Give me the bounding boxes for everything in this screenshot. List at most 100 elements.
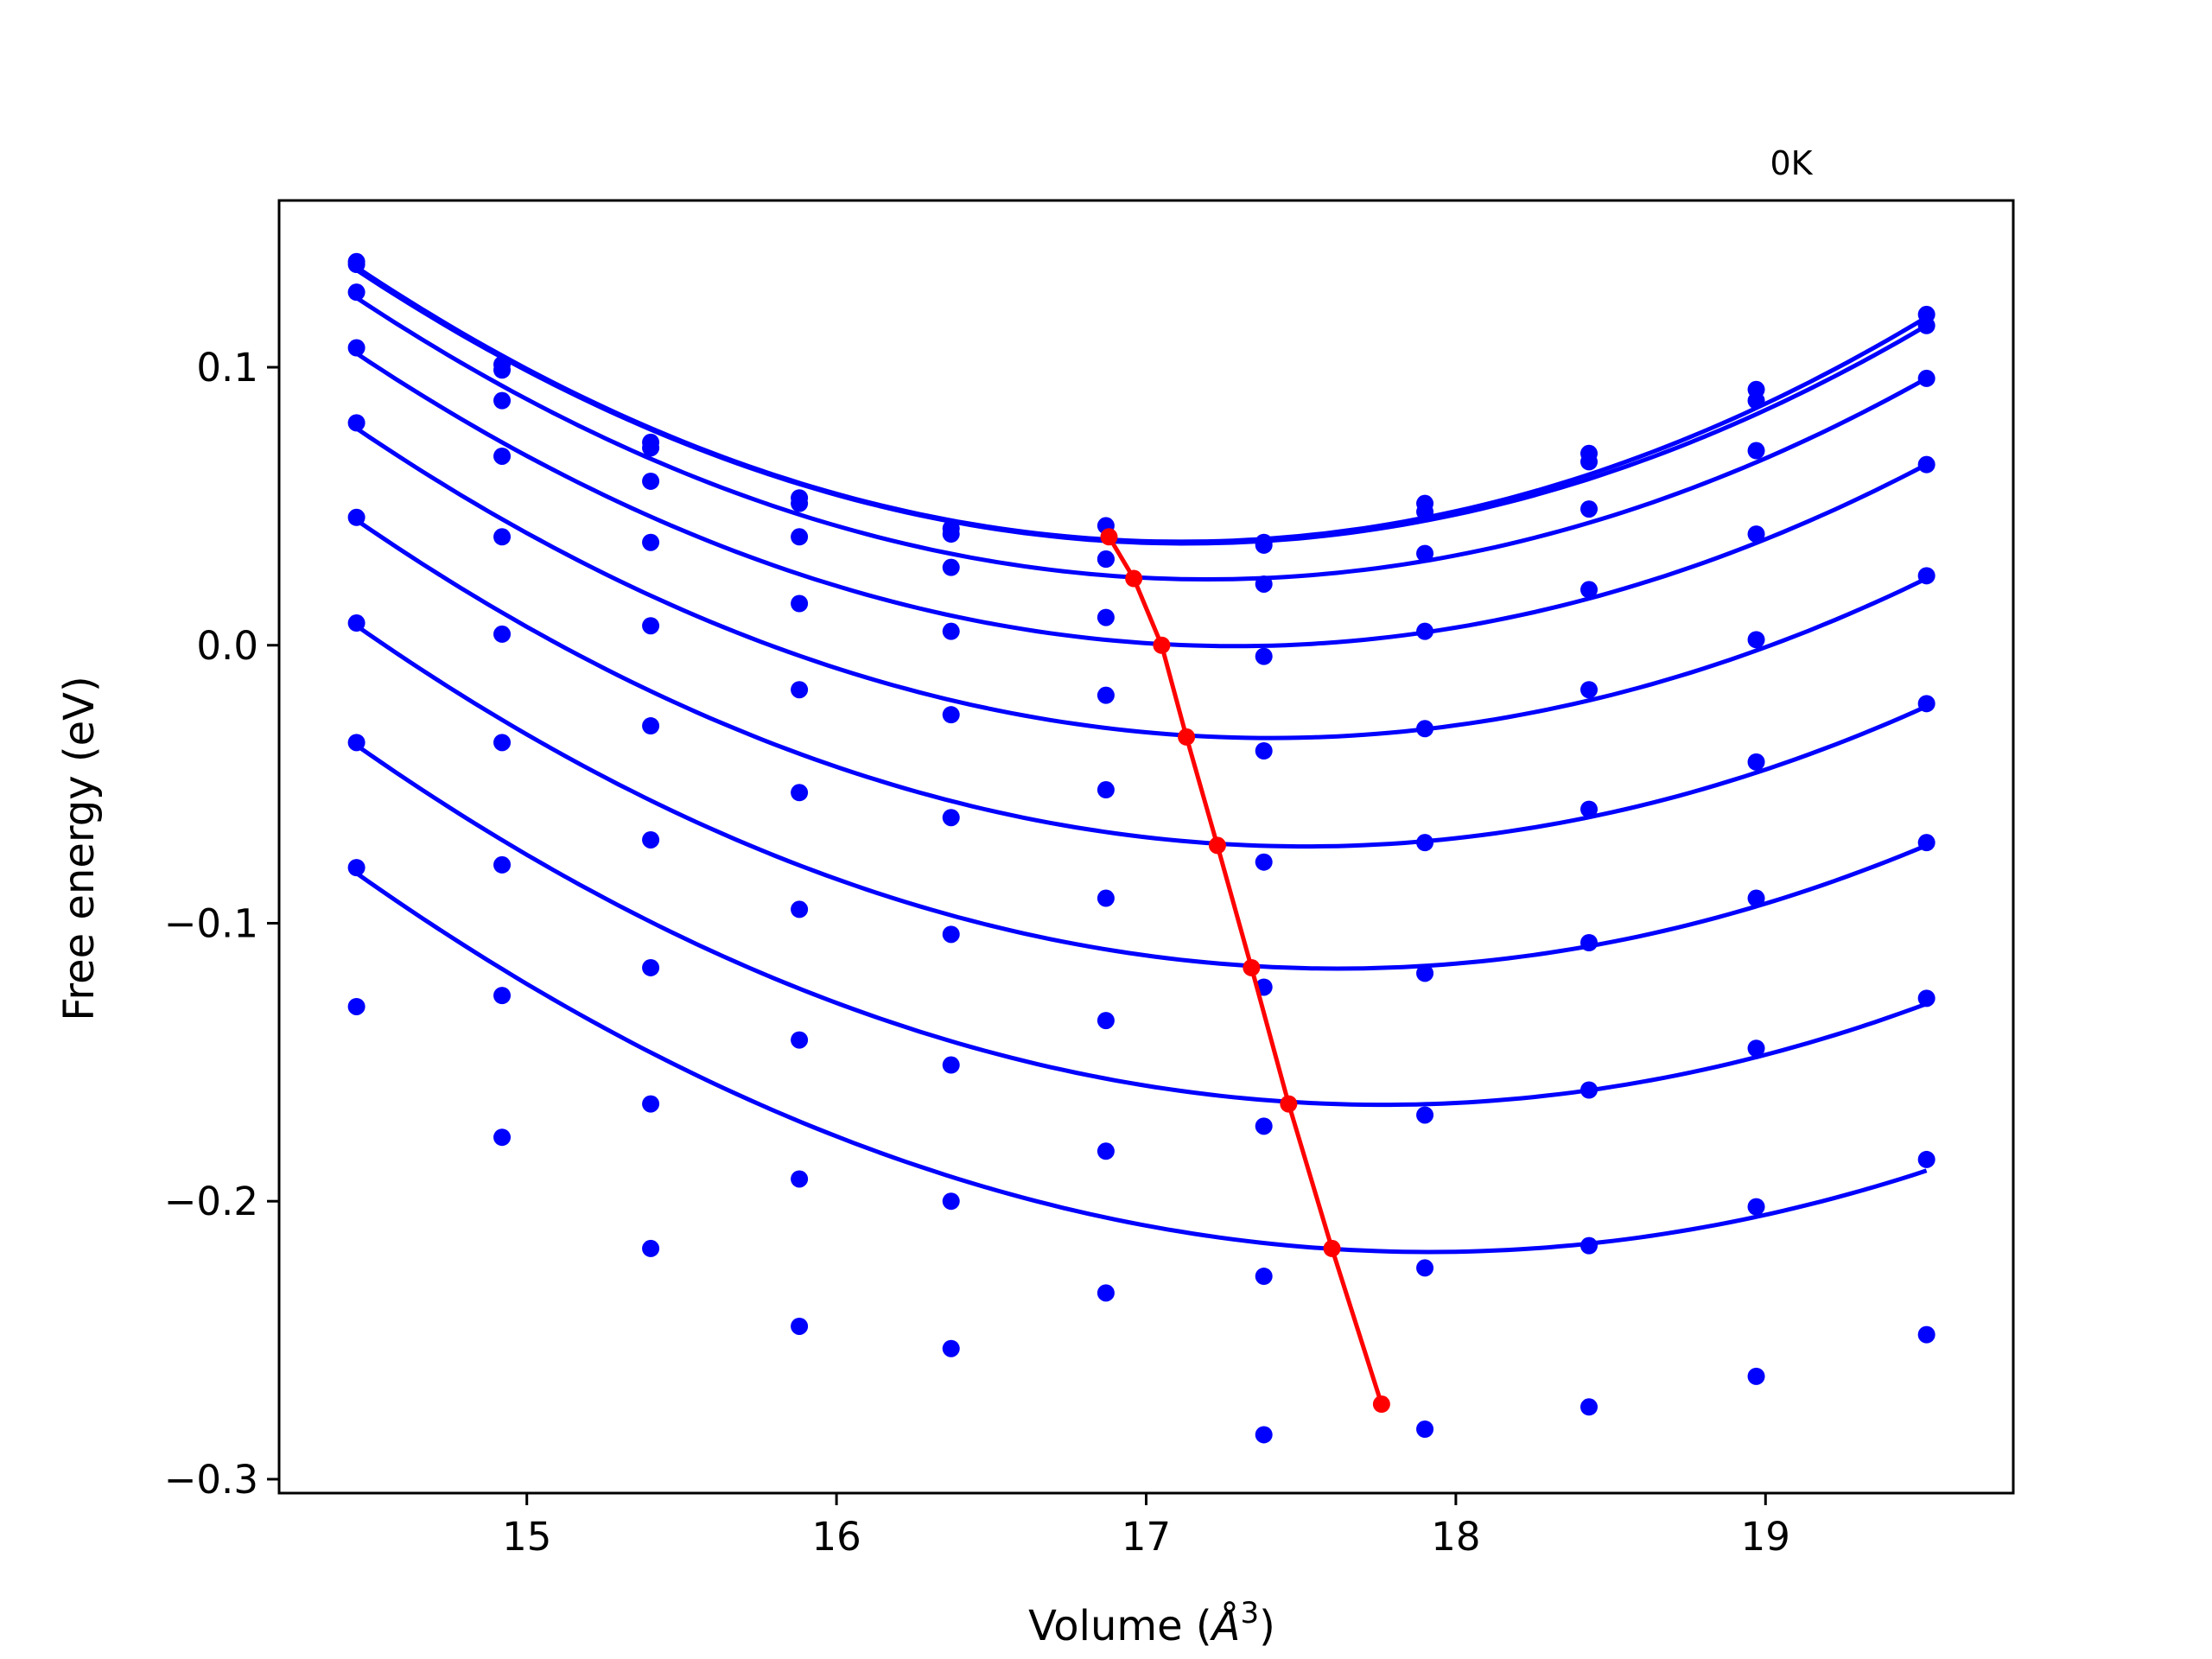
data-point: [1416, 1259, 1434, 1277]
data-point: [1747, 753, 1765, 771]
data-point: [347, 508, 365, 526]
data-point: [1096, 1012, 1115, 1030]
data-point: [791, 900, 809, 918]
fit-curve: [355, 426, 1928, 741]
data-point: [642, 1239, 660, 1257]
data-point: [642, 439, 660, 457]
data-point: [1580, 800, 1599, 818]
data-point: [347, 414, 365, 432]
data-point: [942, 706, 960, 724]
data-point: [1255, 742, 1273, 760]
data-point: [1747, 631, 1765, 649]
data-point: [1416, 964, 1434, 982]
temperature-series-5: [347, 414, 1936, 760]
data-point: [1416, 1421, 1434, 1439]
data-point: [1747, 889, 1765, 907]
data-point: [493, 361, 512, 379]
data-point: [1917, 567, 1936, 585]
y-tick-label: 0.1: [196, 345, 258, 391]
data-point: [791, 1317, 809, 1335]
data-point: [1917, 316, 1936, 334]
data-point: [493, 855, 512, 874]
data-point: [1096, 889, 1115, 907]
y-tick-label: 0.0: [196, 623, 258, 669]
data-point: [1096, 608, 1115, 626]
data-point: [493, 1128, 512, 1147]
data-point: [1096, 1284, 1115, 1302]
data-point: [791, 594, 809, 613]
data-point: [493, 528, 512, 546]
y-tick-label: −0.2: [164, 1179, 258, 1224]
data-point: [942, 525, 960, 543]
data-point: [1255, 1426, 1273, 1444]
x-axis-label-suffix: ): [1259, 1602, 1275, 1650]
temperature-series-8: [347, 734, 1936, 1135]
data-point: [1255, 1117, 1273, 1135]
data-point: [642, 472, 660, 490]
x-tick-label: 16: [811, 1514, 861, 1560]
data-point: [347, 997, 365, 1015]
data-point: [1416, 834, 1434, 852]
data-point: [791, 681, 809, 699]
x-axis-label-symbol: Å: [1210, 1601, 1241, 1650]
data-point: [791, 1170, 809, 1188]
fit-curve: [355, 871, 1928, 1255]
data-point: [642, 717, 660, 735]
data-point: [493, 734, 512, 752]
data-point: [1747, 1039, 1765, 1058]
temperature-series-7: [347, 614, 1936, 996]
minimum-point: [1208, 836, 1226, 855]
data-point: [1255, 536, 1273, 554]
y-axis-label: Free energy (eV): [55, 676, 104, 1020]
data-point: [347, 255, 365, 273]
data-point: [347, 339, 365, 357]
data-point: [1416, 544, 1434, 563]
data-point: [1747, 1367, 1765, 1385]
x-axis-label: Volume (Å3): [1028, 1596, 1275, 1650]
x-axis-label-superscript: 3: [1240, 1596, 1259, 1630]
data-point: [1917, 1325, 1936, 1344]
data-point: [1747, 442, 1765, 460]
data-point: [642, 958, 660, 976]
temperature-series-9: [347, 859, 1936, 1286]
data-point: [1416, 622, 1434, 640]
data-point: [1096, 1142, 1115, 1160]
data-point: [942, 809, 960, 827]
x-tick-label: 18: [1431, 1514, 1480, 1560]
data-point: [942, 1192, 960, 1211]
y-tick-label: −0.3: [164, 1457, 258, 1503]
minimum-point: [1243, 958, 1261, 976]
data-point: [493, 987, 512, 1005]
x-tick-label: 17: [1122, 1514, 1171, 1560]
x-tick-label: 19: [1741, 1514, 1790, 1560]
data-point: [791, 784, 809, 802]
data-point: [1580, 1236, 1599, 1255]
fit-curve: [355, 743, 1928, 1108]
data-point: [1255, 647, 1273, 665]
data-point: [1917, 695, 1936, 713]
data-point: [642, 533, 660, 551]
fit-curve: [355, 268, 1928, 546]
data-point: [1917, 369, 1936, 387]
data-point: [1416, 1106, 1434, 1124]
data-point: [493, 625, 512, 643]
fit-curve: [355, 518, 1928, 849]
data-point: [1917, 1150, 1936, 1168]
data-point: [942, 558, 960, 576]
data-point: [642, 830, 660, 849]
data-point: [1416, 720, 1434, 738]
y-tick-label: −0.1: [164, 900, 258, 946]
data-point: [1580, 581, 1599, 599]
data-point: [1917, 989, 1936, 1007]
fit-curve: [355, 351, 1928, 649]
minimum-point: [1372, 1395, 1390, 1414]
data-point: [791, 1031, 809, 1049]
corner-annotation: 0K: [1770, 144, 1813, 182]
data-point: [791, 494, 809, 512]
data-point: [347, 614, 365, 632]
minimum-point: [1153, 636, 1171, 654]
minimum-point: [1178, 728, 1196, 746]
data-point: [347, 283, 365, 302]
data-point: [942, 925, 960, 944]
